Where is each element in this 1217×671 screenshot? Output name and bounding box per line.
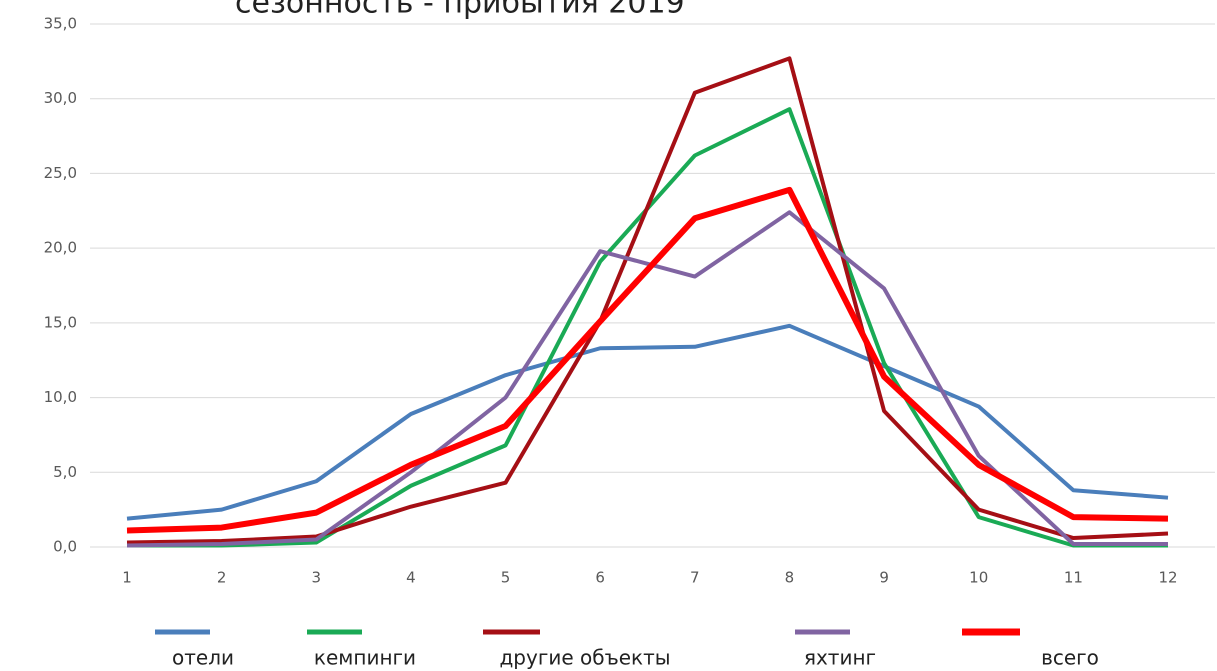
x-tick-label: 2: [217, 569, 227, 587]
x-tick-label: 1: [122, 569, 132, 587]
x-tick-label: 12: [1158, 569, 1177, 587]
y-tick-label: 0,0: [53, 538, 77, 556]
y-tick-label: 30,0: [44, 89, 77, 107]
y-tick-label: 35,0: [44, 15, 77, 33]
legend-label: яхтинг: [804, 646, 876, 670]
x-tick-label: 8: [785, 569, 795, 587]
x-tick-label: 10: [969, 569, 988, 587]
series-line: [126, 56, 1169, 545]
x-tick-label: 7: [690, 569, 700, 587]
x-tick-label: 3: [311, 569, 321, 587]
x-tick-label: 11: [1064, 569, 1083, 587]
series-line: [126, 323, 1169, 521]
y-tick-label: 15,0: [44, 313, 77, 331]
legend-label: кемпинги: [314, 646, 416, 670]
x-tick-label: 5: [501, 569, 511, 587]
legend-label: отели: [172, 646, 234, 670]
x-tick-label: 6: [595, 569, 605, 587]
y-tick-label: 25,0: [44, 164, 77, 182]
legend-label: всего: [1041, 646, 1099, 670]
y-tick-label: 20,0: [44, 239, 77, 257]
series-line: [126, 186, 1169, 534]
x-tick-label: 4: [406, 569, 416, 587]
chart-title: сезонность - прибытия 2019: [235, 0, 685, 21]
y-tick-label: 10,0: [44, 388, 77, 406]
legend-label: другие объекты: [499, 646, 670, 670]
y-tick-label: 5,0: [53, 463, 77, 481]
x-tick-label: 9: [879, 569, 889, 587]
